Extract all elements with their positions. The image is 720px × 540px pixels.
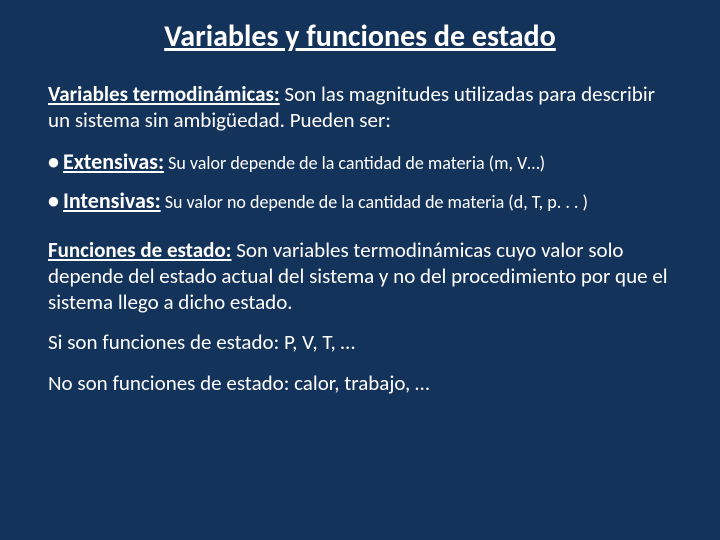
bullet-body: Su valor no depende de la cantidad de ma…: [161, 191, 588, 213]
bullet-intensivas: • Intensivas: Su valor no depende de la …: [48, 187, 672, 215]
definition-term: Funciones de estado:: [48, 237, 231, 263]
definition-variables: Variables termodinámicas: Son las magnit…: [48, 81, 672, 134]
definition-funciones: Funciones de estado: Son variables termo…: [48, 237, 672, 316]
bullet-body: Su valor depende de la cantidad de mater…: [164, 152, 545, 174]
bullet-term: Intensivas:: [63, 187, 161, 214]
line-si-funciones: Si son funciones de estado: P, V, T, …: [48, 329, 672, 355]
bullet-dot-icon: •: [48, 187, 59, 215]
slide: Variables y funciones de estado Variable…: [0, 0, 720, 540]
line-no-funciones: No son funciones de estado: calor, traba…: [48, 370, 672, 396]
definition-term: Variables termodinámicas:: [48, 81, 280, 107]
bullet-extensivas: • Extensivas: Su valor depende de la can…: [48, 148, 672, 176]
bullet-dot-icon: •: [48, 148, 59, 176]
slide-title: Variables y funciones de estado: [48, 18, 672, 55]
bullet-term: Extensivas:: [63, 148, 164, 175]
